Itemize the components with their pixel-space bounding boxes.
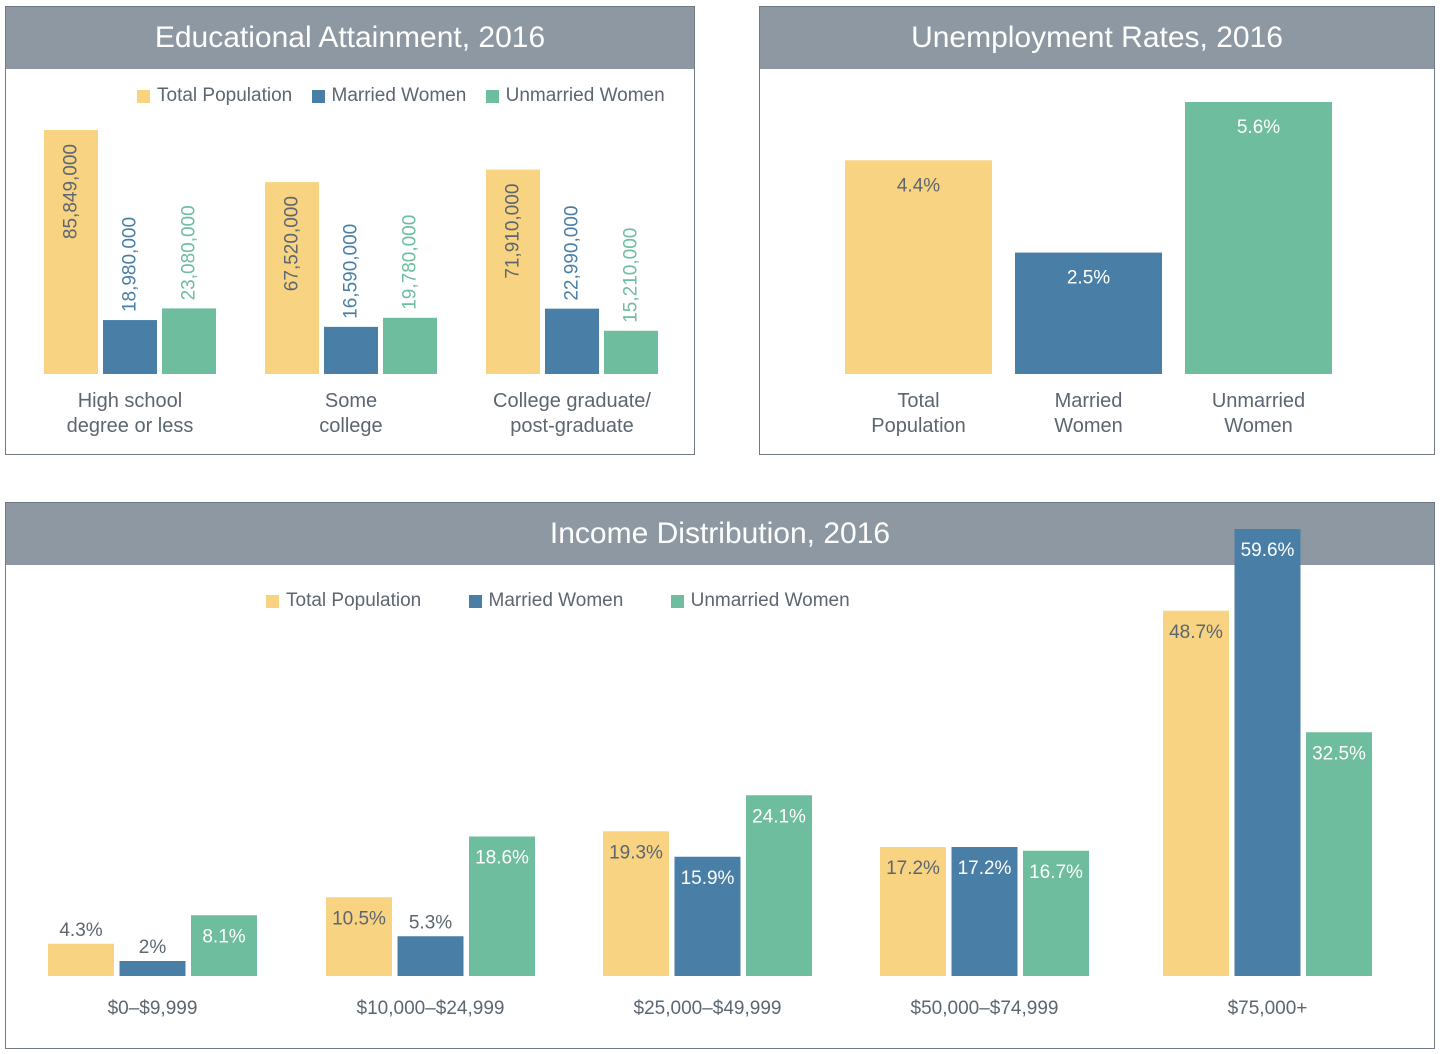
category-label: Unmarried Women [1212, 390, 1305, 437]
bar-unmarried [746, 795, 812, 976]
category-label: Married Women [1054, 390, 1123, 437]
unemployment-chart: 4.4% Total Population 2.5% Married Women 5.6% U… [845, 102, 1332, 437]
legend-label-total: Total Population [286, 590, 422, 611]
legend-label-married: Married Women [488, 590, 624, 611]
bar-total [44, 130, 98, 374]
legend-swatch-unmarried [485, 89, 499, 103]
bar-total [486, 169, 540, 374]
unemployment-title: Unemployment Rates, 2016 [760, 7, 1434, 69]
data-label-total: 71,910,000 [503, 184, 524, 279]
category-label: High school degree or less [67, 390, 194, 437]
legend-swatch-married [311, 89, 325, 103]
bar-unmarried [191, 915, 257, 976]
income-chart: 4.3% 2% 8.1% $0–$9,999 10.5% 5.3% 18.6% $10,000… [48, 529, 1372, 1019]
data-label-total: 4.3% [59, 920, 102, 941]
category-label: $50,000–$74,999 [911, 998, 1059, 1019]
data-label-married: 2% [139, 937, 167, 958]
bar-unmarried [162, 308, 216, 374]
legend-item-total: Total Population [137, 85, 292, 107]
legend-swatch-married [468, 594, 482, 608]
bar-unmarried [469, 836, 535, 976]
data-label-married: 15.9% [681, 868, 735, 889]
category-label: $25,000–$49,999 [634, 998, 782, 1019]
data-label: 2.5% [1067, 268, 1110, 289]
data-label-unmarried: 16.7% [1029, 862, 1083, 883]
bar-total [48, 943, 114, 976]
bar-total [326, 897, 392, 976]
legend-label-unmarried: Unmarried Women [690, 590, 850, 611]
bar-married [103, 320, 157, 374]
bar-unmarried [1023, 850, 1089, 976]
data-label-married: 16,590,000 [341, 224, 362, 319]
data-label-total: 48.7% [1169, 622, 1223, 643]
category-label: $0–$9,999 [108, 998, 198, 1019]
bar-total [265, 182, 319, 374]
data-label-total: 19.3% [609, 842, 663, 863]
data-label-unmarried: 23,080,000 [179, 205, 200, 300]
legend-item-married: Married Women [311, 85, 467, 107]
bar [1185, 102, 1332, 374]
data-label-total: 17.2% [886, 858, 940, 879]
education-title: Educational Attainment, 2016 [6, 7, 694, 69]
income-title: Income Distribution, 2016 [6, 503, 1434, 565]
data-label-unmarried: 32.5% [1312, 743, 1366, 764]
bar-married [324, 326, 378, 374]
bar [845, 160, 992, 374]
bar-total [1163, 610, 1229, 976]
legend-item-unmarried: Unmarried Women [485, 85, 665, 107]
bar-unmarried [383, 317, 437, 374]
legend-swatch-total [266, 594, 279, 608]
bar-married [951, 847, 1018, 976]
legend-swatch-unmarried [670, 594, 684, 608]
bar-unmarried [1306, 732, 1372, 976]
bar-married [1234, 529, 1301, 976]
data-label-married: 59.6% [1241, 540, 1295, 561]
bar-total [880, 847, 946, 976]
bar [1015, 252, 1162, 374]
legend-label-total: Total Population [157, 85, 293, 106]
legend-label-unmarried: Unmarried Women [505, 85, 665, 106]
income-panel: Income Distribution, 2016 Total Populati… [5, 502, 1435, 1049]
data-label-married: 18,980,000 [120, 217, 141, 312]
data-label: 5.6% [1237, 117, 1280, 138]
legend-item-unmarried: Unmarried Women [670, 590, 850, 612]
category-label: Total Population [871, 390, 966, 437]
bar-married [674, 856, 741, 976]
education-panel: Educational Attainment, 2016 Total Popul… [5, 6, 695, 455]
income-legend: Total Population Married Women Unmarried… [266, 590, 850, 614]
data-label-unmarried: 15,210,000 [621, 228, 642, 323]
data-label-unmarried: 24.1% [752, 806, 806, 827]
legend-item-total: Total Population [266, 590, 421, 612]
category-label: $75,000+ [1228, 998, 1308, 1019]
category-label: College graduate/post-graduate [493, 390, 651, 437]
education-legend: Total Population Married Women Unmarried… [137, 85, 665, 109]
data-label-married: 17.2% [958, 858, 1012, 879]
unemployment-panel: Unemployment Rates, 2016 4.4% Total Popula… [759, 6, 1435, 455]
category-label: $10,000–$24,999 [357, 998, 505, 1019]
legend-item-married: Married Women [468, 590, 624, 612]
legend-label-married: Married Women [331, 85, 467, 106]
bar-total [603, 831, 669, 976]
bar-married [545, 308, 599, 374]
data-label-unmarried: 18.6% [475, 848, 529, 869]
data-label-married: 22,990,000 [562, 206, 583, 301]
data-label-unmarried: 8.1% [202, 926, 245, 947]
data-label-total: 85,849,000 [61, 144, 82, 239]
education-chart: 85,849,000 18,980,000 23,080,000 High schoo… [44, 130, 658, 437]
legend-swatch-total [137, 89, 150, 103]
bar-married [397, 936, 464, 976]
bar-married [119, 961, 186, 976]
data-label-married: 5.3% [409, 912, 452, 933]
data-label: 4.4% [897, 175, 940, 196]
data-label-unmarried: 19,780,000 [400, 215, 421, 310]
category-label: Some college [319, 390, 382, 437]
data-label-total: 67,520,000 [282, 196, 303, 291]
data-label-total: 10.5% [332, 908, 386, 929]
bar-unmarried [604, 330, 658, 374]
